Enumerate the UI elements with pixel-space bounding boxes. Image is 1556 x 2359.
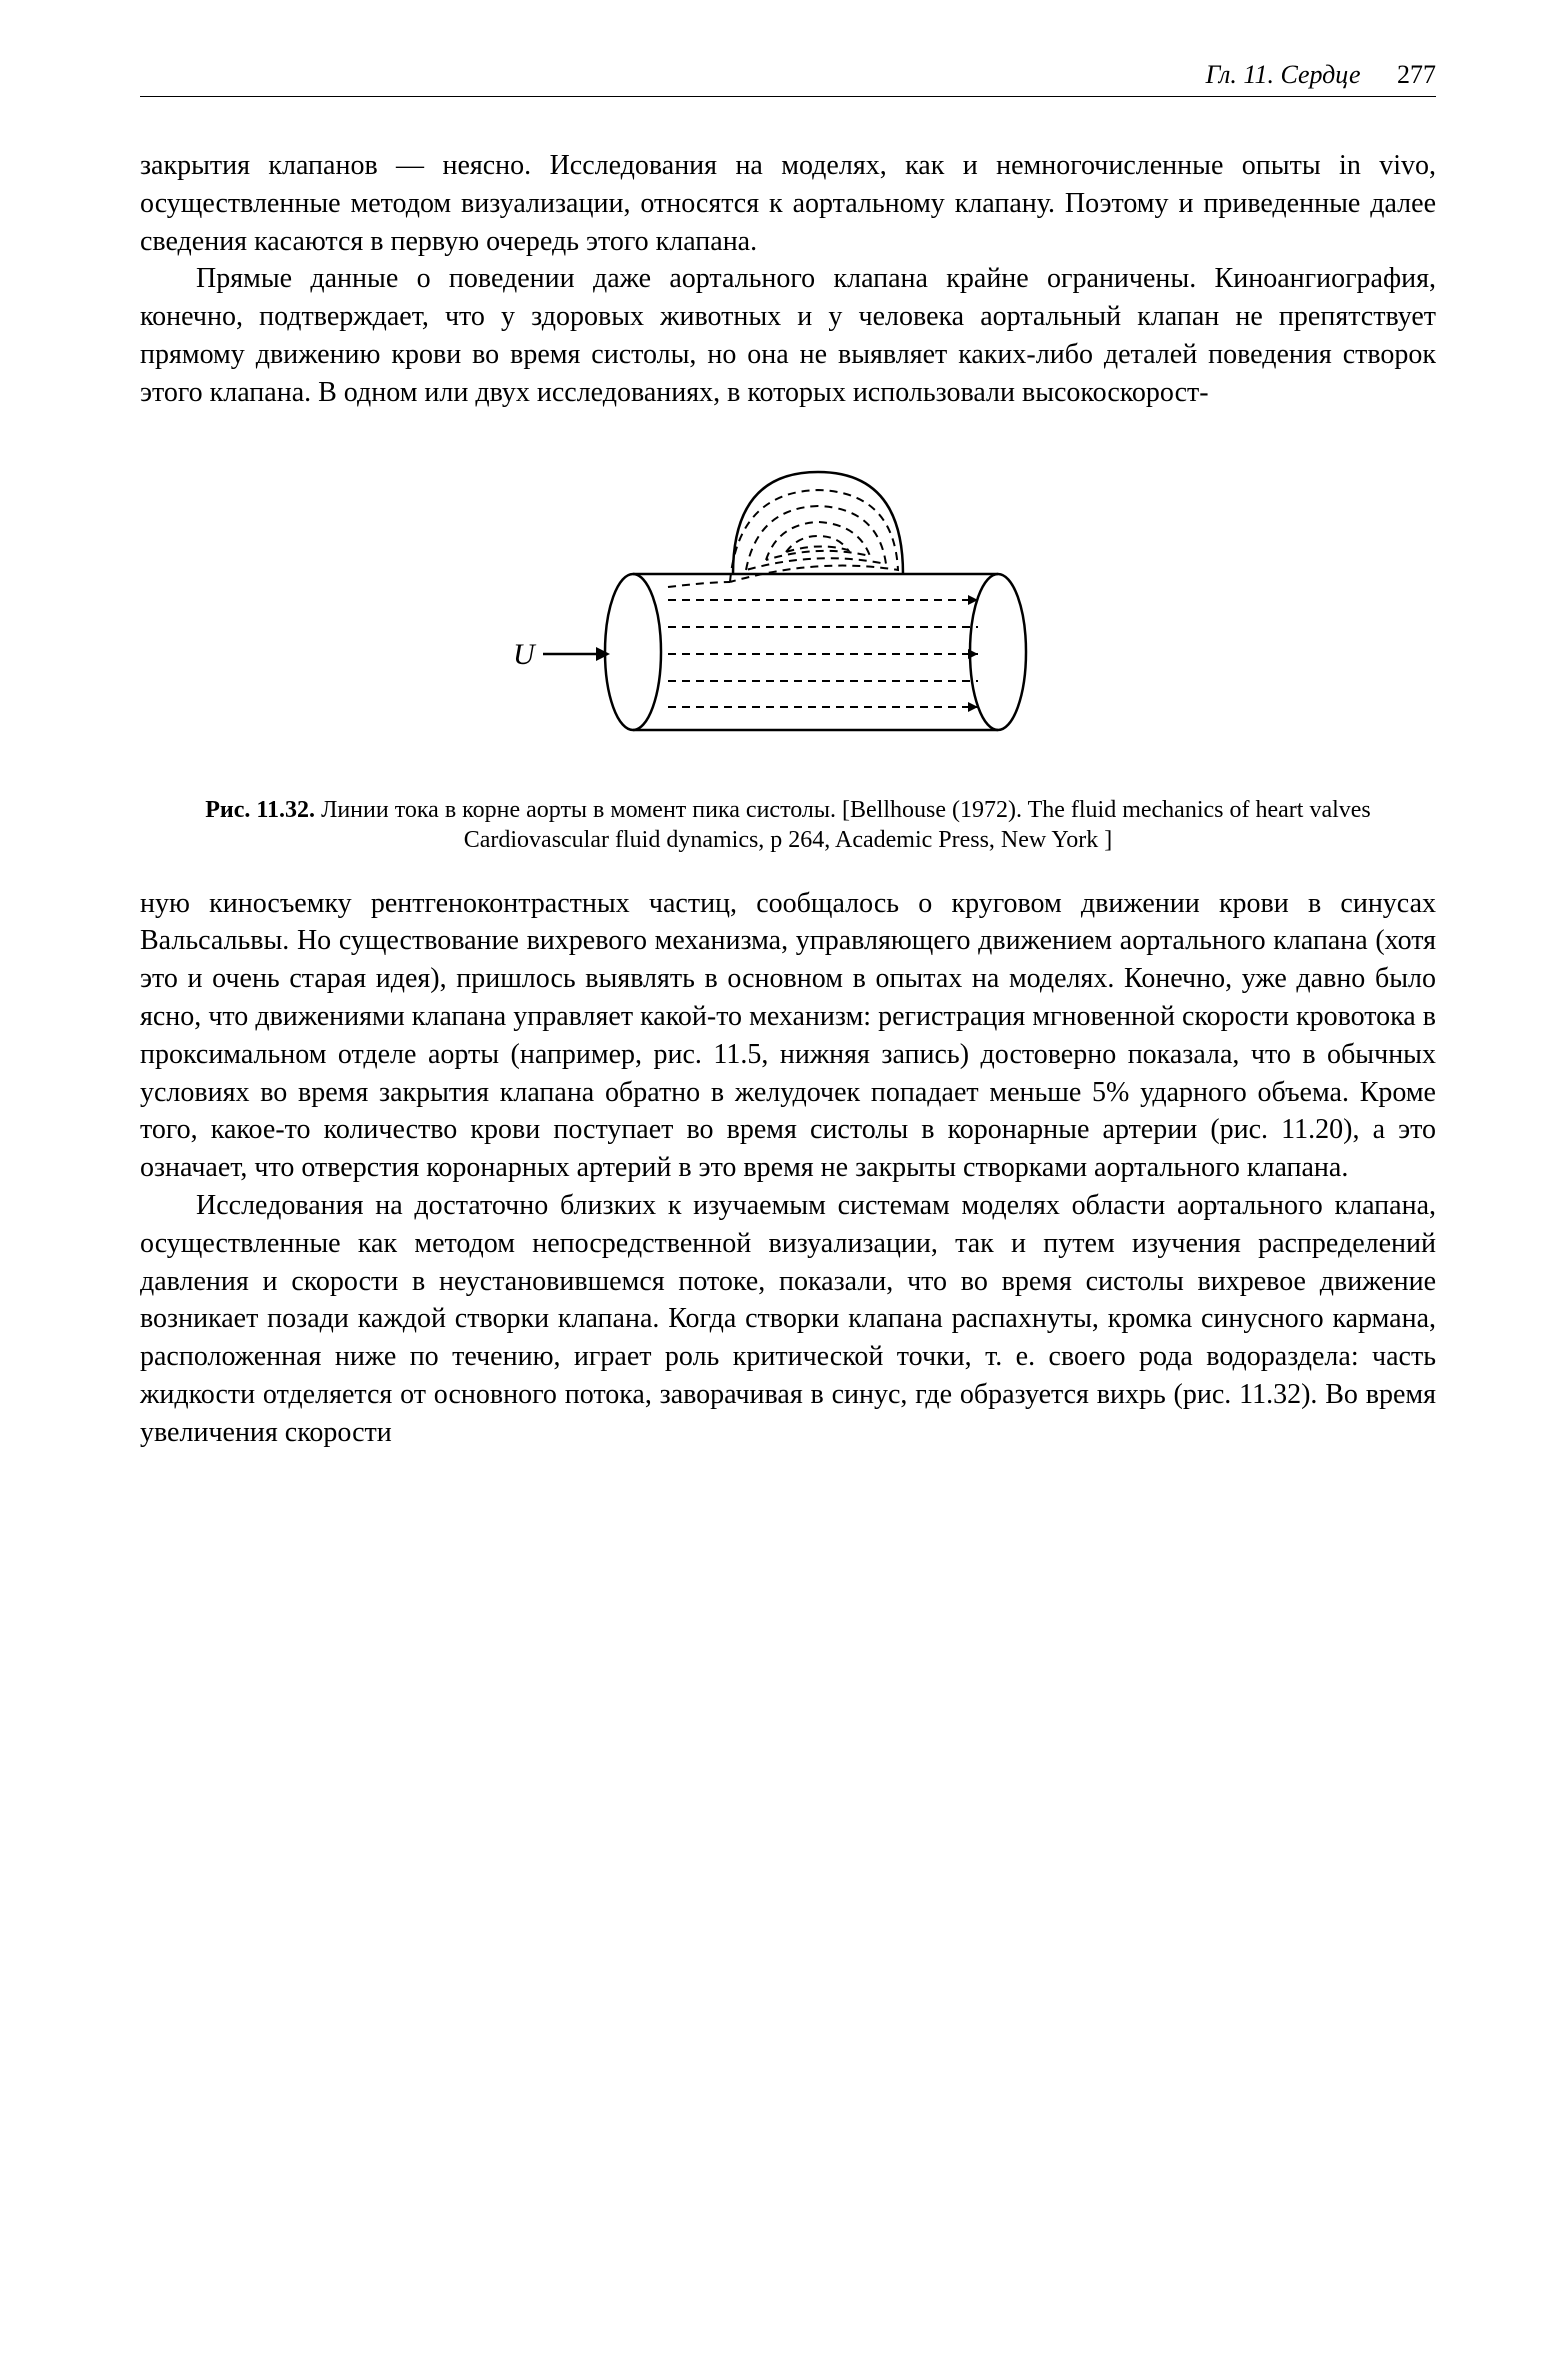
figure-label-u: U — [513, 638, 537, 671]
figure-caption-text: Линии тока в корне аорты в момент пика с… — [315, 797, 1371, 853]
figure-11-32: U Рис. 11.32. Линии тока в корне аорты в… — [140, 442, 1436, 855]
figure-caption: Рис. 11.32. Линии тока в корне аорты в м… — [148, 795, 1428, 855]
paragraph-3: ную киносъемку рентгеноконтрастных части… — [140, 885, 1436, 1187]
paragraph-4: Исследования на достаточно близких к изу… — [140, 1187, 1436, 1452]
chapter-title: Гл. 11. Сердце — [1206, 60, 1361, 89]
figure-caption-label: Рис. 11.32. — [205, 797, 315, 823]
figure-diagram: U — [478, 442, 1098, 777]
page-number: 277 — [1397, 60, 1436, 89]
paragraph-2: Прямые данные о поведении даже аортально… — [140, 260, 1436, 411]
paragraph-1: закрытия клапанов — неясно. Исследования… — [140, 147, 1436, 260]
running-head: Гл. 11. Сердце 277 — [140, 60, 1436, 97]
